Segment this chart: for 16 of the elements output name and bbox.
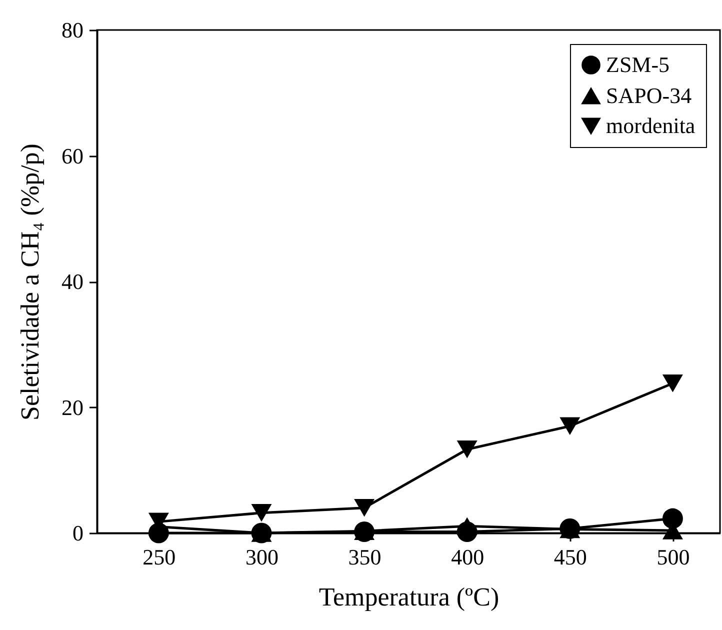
legend-label: ZSM-5 xyxy=(606,52,670,77)
x-tick-label: 500 xyxy=(656,544,690,570)
y-axis-title: Seletividade a CH₄ (%p/p) xyxy=(16,144,44,420)
x-tick-label: 250 xyxy=(142,544,176,570)
x-tick-label: 400 xyxy=(451,544,484,570)
x-tick-label: 300 xyxy=(245,544,278,570)
x-tick-label: 450 xyxy=(554,544,587,570)
y-tick-label: 20 xyxy=(62,394,84,420)
legend-label: mordenita xyxy=(606,113,696,138)
x-axis-title: Temperatura (ºC) xyxy=(318,582,500,612)
x-tick-label: 350 xyxy=(348,544,382,570)
y-tick-label: 80 xyxy=(62,18,84,42)
legend-label: SAPO-34 xyxy=(606,83,692,108)
y-tick-label: 60 xyxy=(62,143,84,168)
y-tick-label: 0 xyxy=(72,520,84,546)
y-tick-label: 40 xyxy=(62,269,84,294)
